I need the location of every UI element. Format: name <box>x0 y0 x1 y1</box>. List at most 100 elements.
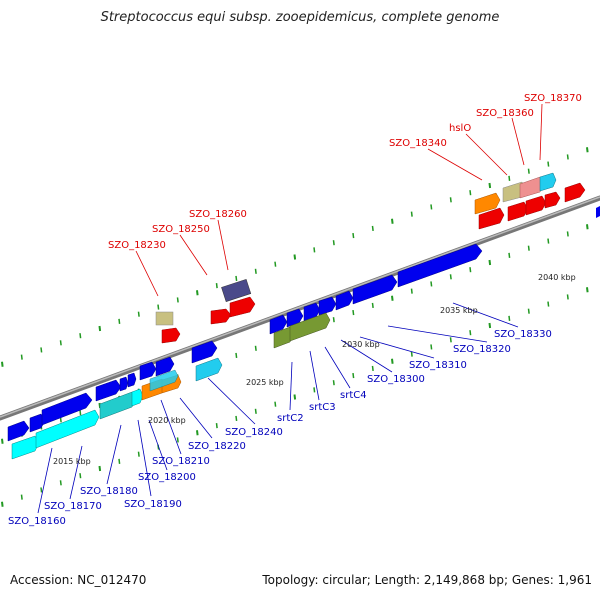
gene-szo-18300[interactable] <box>335 290 354 311</box>
label-szo-18170[interactable]: SZO_18170 <box>44 501 102 512</box>
tick-row-bottom <box>1 287 589 507</box>
scale-tick-mark <box>215 283 218 289</box>
gene-orange-a[interactable] <box>474 192 501 215</box>
scale-tick-mark <box>118 458 121 464</box>
label-szo-18190[interactable]: SZO_18190 <box>124 499 182 510</box>
label-szo-18330[interactable]: SZO_18330 <box>494 329 552 340</box>
scale-tick-mark <box>215 423 218 429</box>
scale-tick-mark <box>235 352 238 359</box>
gene-red-g[interactable] <box>525 195 547 216</box>
gene-cyan-e[interactable] <box>539 172 557 192</box>
gene-szo-18240[interactable] <box>191 340 218 364</box>
scale-tick-mark <box>508 315 511 321</box>
scale-tick-mark <box>98 465 102 472</box>
label-srtc4[interactable]: srtC4 <box>340 390 367 401</box>
scale-tick-mark <box>391 358 394 364</box>
label-szo-18260[interactable]: SZO_18260 <box>189 209 247 220</box>
scale-tick-mark <box>176 297 179 303</box>
gene-cyan-lower-2[interactable] <box>35 409 100 449</box>
tick-label-2040: 2040 kbp <box>538 273 576 282</box>
gene-labels: SZO_18370 SZO_18360 hslO SZO_18340 SZO_1… <box>8 93 582 527</box>
gene-red-h[interactable] <box>544 191 561 209</box>
scale-tick-mark <box>488 182 492 189</box>
gene-szo-18210[interactable] <box>139 361 157 381</box>
scale-tick-mark <box>469 330 472 336</box>
gene-szo-18220c[interactable] <box>149 369 179 392</box>
gene-srtc4[interactable] <box>318 296 337 316</box>
scale-tick-mark <box>98 325 102 332</box>
gene-cyan-lower-1[interactable] <box>11 435 40 460</box>
gene-szo-18260-box[interactable] <box>221 279 252 302</box>
gene-olive-long[interactable] <box>289 312 331 342</box>
lower-strand-features[interactable] <box>7 243 483 460</box>
scale-tick-mark <box>1 361 4 367</box>
label-szo-18210[interactable]: SZO_18210 <box>152 456 210 467</box>
label-szo-18200[interactable]: SZO_18200 <box>138 472 196 483</box>
gene-szo-18260[interactable] <box>229 296 256 318</box>
scale-tick-mark <box>547 238 550 244</box>
gene-szo-18230-box[interactable] <box>155 311 174 326</box>
scale-tick-mark <box>547 161 550 167</box>
label-szo-18360[interactable]: SZO_18360 <box>476 108 534 119</box>
label-szo-18180[interactable]: SZO_18180 <box>80 486 138 497</box>
label-srtc3[interactable]: srtC3 <box>309 402 336 413</box>
scale-tick-mark <box>79 333 82 339</box>
label-szo-18160[interactable]: SZO_18160 <box>8 516 66 527</box>
scale-tick-mark <box>332 317 335 323</box>
upper-strand-features[interactable] <box>155 172 600 344</box>
scale-tick-mark <box>332 380 335 386</box>
gene-red-f[interactable] <box>507 201 529 222</box>
gene-blue-edge[interactable] <box>596 206 600 218</box>
genome-title: Streptococcus equi subsp. zooepidemicus,… <box>100 10 500 25</box>
gene-szo-18310[interactable] <box>352 274 398 305</box>
label-szo-18240[interactable]: SZO_18240 <box>225 427 283 438</box>
gene-szo-18180[interactable] <box>95 379 122 402</box>
scale-tick-mark <box>1 501 4 507</box>
gene-szo-18240b[interactable] <box>195 357 223 382</box>
gene-szo-18250[interactable] <box>210 308 232 325</box>
leader-lines <box>37 103 543 514</box>
gene-szo-18320[interactable] <box>397 243 483 288</box>
label-szo-18370[interactable]: SZO_18370 <box>524 93 582 104</box>
scale-tick-mark <box>274 261 277 267</box>
gene-szo-18170-long[interactable] <box>41 392 93 426</box>
scale-tick-mark <box>20 354 23 360</box>
scale-tick-mark <box>527 308 530 314</box>
gene-srtc2[interactable] <box>269 314 288 335</box>
scale-tick-mark <box>1 438 4 444</box>
scale-tick-mark <box>352 232 355 239</box>
scale-tick-mark <box>371 225 374 232</box>
scale-tick-mark <box>59 480 62 486</box>
tick-label-2035: 2035 kbp <box>440 306 478 315</box>
label-szo-18220[interactable]: SZO_18220 <box>188 441 246 452</box>
genome-summary-text: Topology: circular; Length: 2,149,868 bp… <box>262 573 592 587</box>
label-szo-18230[interactable]: SZO_18230 <box>108 240 166 251</box>
label-hslo[interactable]: hslO <box>449 123 471 134</box>
gene-szo-18190b[interactable] <box>127 372 137 388</box>
scale-tick-mark <box>430 344 433 350</box>
scale-tick-mark <box>391 295 394 301</box>
gene-szo-18210b[interactable] <box>155 356 175 377</box>
scale-tick-mark <box>449 337 452 343</box>
scale-tick-mark <box>176 437 179 443</box>
label-szo-18300[interactable]: SZO_18300 <box>367 374 425 385</box>
gene-szo-18230[interactable] <box>161 327 181 344</box>
label-szo-18310[interactable]: SZO_18310 <box>409 360 467 371</box>
scale-tick-mark <box>586 287 589 293</box>
scale-tick-mark <box>566 231 569 237</box>
gene-red-b[interactable] <box>478 207 505 230</box>
label-srtc2[interactable]: srtC2 <box>277 413 304 424</box>
gene-szo-18160[interactable] <box>7 420 30 442</box>
label-szo-18320[interactable]: SZO_18320 <box>453 344 511 355</box>
scale-tick-mark <box>586 224 589 230</box>
scale-tick-mark <box>410 351 413 357</box>
scale-tick-mark <box>59 340 62 346</box>
gene-szo-18190[interactable] <box>119 376 129 392</box>
label-szo-18340[interactable]: SZO_18340 <box>389 138 447 149</box>
gene-szo-18200b[interactable] <box>131 388 144 407</box>
gene-red-i[interactable] <box>564 182 586 203</box>
label-szo-18250[interactable]: SZO_18250 <box>152 224 210 235</box>
scale-tick-mark <box>137 311 140 317</box>
scale-tick-mark <box>196 290 199 296</box>
